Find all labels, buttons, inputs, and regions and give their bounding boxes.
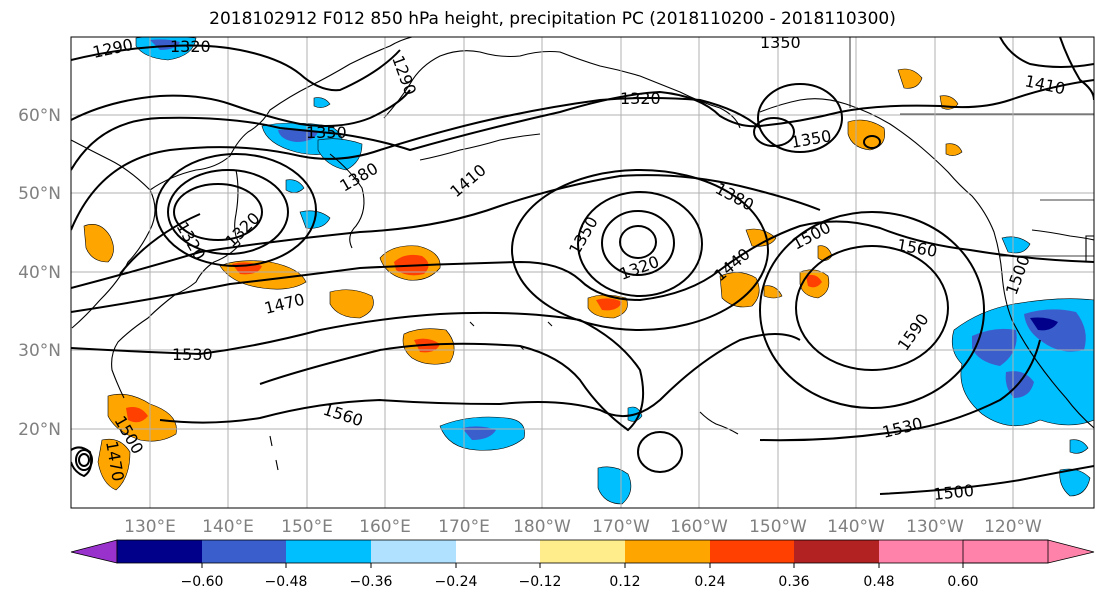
lon-tick-labels: 130°E 140°E 150°E 160°E 170°E 180°W 170°… — [124, 517, 1042, 537]
lon-tick-label: 130°E — [124, 517, 176, 537]
lon-tick-label: 120°W — [984, 517, 1042, 537]
colorbar-tick-label: −0.36 — [350, 574, 393, 590]
chart-title: 2018102912 F012 850 hPa height, precipit… — [209, 9, 896, 29]
lat-tick-label: 50°N — [18, 184, 61, 204]
colorbar-segment — [625, 540, 710, 563]
colorbar-tick-label: −0.12 — [519, 574, 562, 590]
colorbar-frame — [116, 539, 1049, 564]
lon-tick-label: 140°E — [202, 517, 254, 537]
contour-label: 1320 — [620, 89, 661, 108]
gridlines — [71, 37, 1094, 508]
colorbar-tick-label: 0.12 — [609, 574, 640, 590]
lon-tick-label: 180°W — [513, 517, 571, 537]
colorbar-extend-low — [70, 539, 118, 564]
colorbar-segment — [286, 540, 371, 563]
colorbar: −0.60 −0.48 −0.36 −0.24 −0.12 0.12 0.24 … — [70, 539, 1095, 590]
colorbar-tick-label: 0.60 — [947, 574, 978, 590]
lat-tick-label: 40°N — [18, 263, 61, 283]
colorbar-tick-label: 0.48 — [863, 574, 894, 590]
contour-label: 1350 — [306, 123, 347, 142]
lon-tick-label: 150°W — [749, 517, 807, 537]
colorbar-segment — [456, 540, 540, 563]
lat-tick-label: 20°N — [18, 420, 61, 440]
coastlines — [71, 37, 1094, 471]
colorbar-segment — [371, 540, 456, 563]
colorbar-tick-label: 0.24 — [694, 574, 725, 590]
lon-tick-label: 130°W — [906, 517, 964, 537]
lon-tick-label: 160°E — [359, 517, 411, 537]
colorbar-segment — [540, 540, 625, 563]
colorbar-tick-label: −0.24 — [435, 574, 478, 590]
lat-tick-labels: 60°N 50°N 40°N 30°N 20°N — [18, 106, 61, 440]
lon-tick-label: 170°W — [592, 517, 650, 537]
lon-tick-label: 150°E — [281, 517, 333, 537]
contour-label: 1500 — [932, 481, 974, 504]
colorbar-tick-label: −0.60 — [181, 574, 224, 590]
contour-label: 1320 — [170, 37, 211, 56]
colorbar-tick-label: −0.48 — [265, 574, 308, 590]
negative-precip-anomaly — [135, 37, 1094, 505]
colorbar-segment — [202, 540, 286, 563]
contour-label: 1530 — [172, 345, 213, 364]
height-contours — [71, 37, 1094, 495]
colorbar-segment — [794, 540, 879, 563]
contour-label: 1350 — [760, 33, 801, 52]
lat-tick-label: 30°N — [18, 341, 61, 361]
colorbar-segment — [879, 540, 963, 563]
colorbar-tick-label: 0.36 — [778, 574, 809, 590]
plot-frame — [70, 36, 1095, 509]
lat-tick-label: 60°N — [18, 106, 61, 126]
lon-tick-label: 160°W — [670, 517, 728, 537]
lon-tick-label: 140°W — [827, 517, 885, 537]
lon-tick-label: 170°E — [438, 517, 490, 537]
colorbar-segment — [117, 540, 202, 563]
colorbar-extend-high — [962, 539, 1095, 564]
colorbar-segment — [710, 540, 794, 563]
